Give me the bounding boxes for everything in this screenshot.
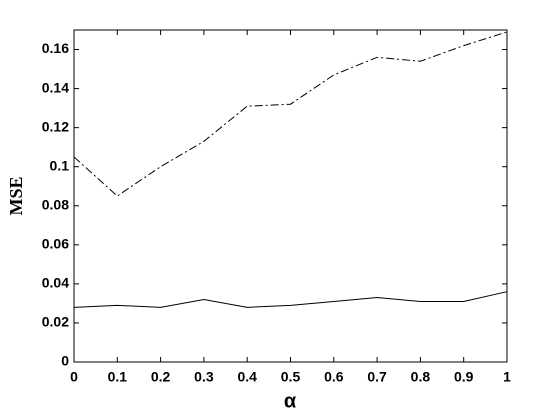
y-tick-label: 0.1 (50, 157, 70, 173)
y-tick-label: 0.12 (42, 118, 69, 134)
x-tick-label: 0.3 (194, 369, 214, 385)
series-line (73, 31, 508, 197)
y-tick-label: 0.06 (42, 236, 69, 252)
x-tick-label: 0.2 (151, 369, 171, 385)
x-tick-label: 0.4 (237, 369, 257, 385)
x-tick-label: 0.9 (454, 369, 474, 385)
y-axis-label: MSE (6, 176, 26, 215)
x-tick-label: 0.5 (281, 369, 301, 385)
series-line (73, 291, 508, 308)
x-tick-label: 0.8 (411, 369, 431, 385)
x-axis-label: α (284, 390, 297, 412)
x-tick-label: 0.7 (367, 369, 387, 385)
y-tick-label: 0.04 (42, 275, 69, 291)
y-tick-label: 0.14 (42, 79, 69, 95)
x-tick-label: 0.6 (324, 369, 344, 385)
y-tick-label: 0 (61, 353, 69, 369)
x-tick-label: 0.1 (108, 369, 128, 385)
x-tick-label: 0 (70, 369, 78, 385)
x-tick-label: 1 (503, 369, 511, 385)
y-tick-label: 0.16 (42, 40, 69, 56)
y-tick-label: 0.08 (42, 196, 69, 212)
y-tick-label: 0.02 (42, 314, 69, 330)
